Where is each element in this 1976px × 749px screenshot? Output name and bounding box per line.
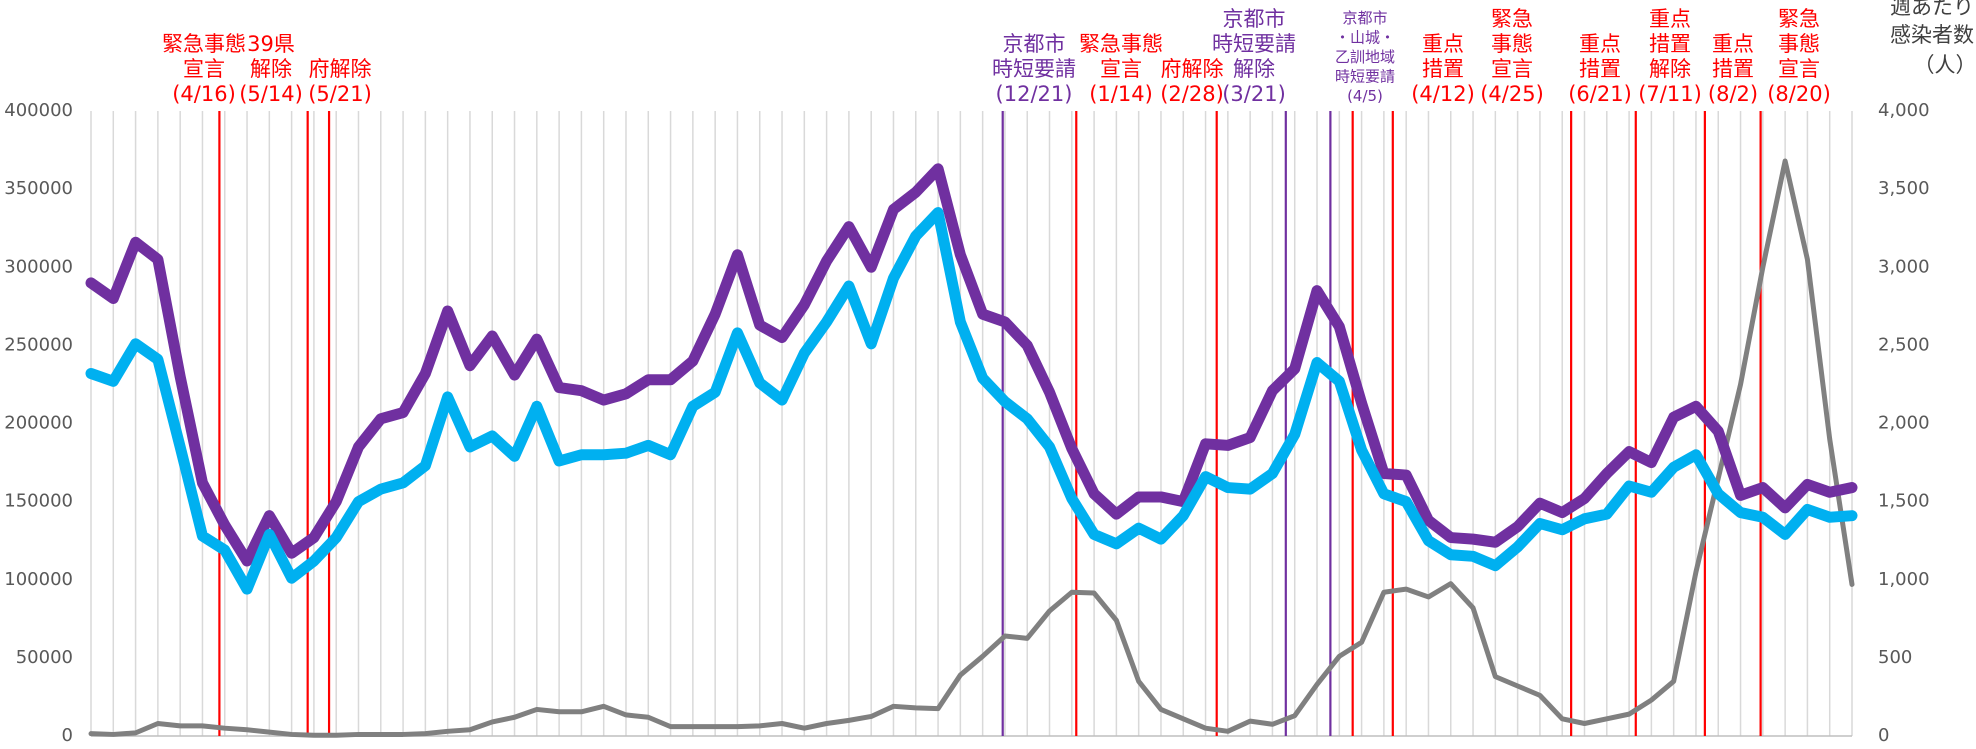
- y2-tick-label: 3,500: [1878, 178, 1930, 199]
- y2-tick-label: 1,000: [1878, 569, 1930, 590]
- event-label: (4/25): [1480, 82, 1544, 106]
- event-label: 解除: [1649, 57, 1691, 81]
- event-label: 解除: [250, 57, 292, 81]
- event-label: 時短要請: [992, 57, 1076, 81]
- event-label: 解除: [1233, 57, 1275, 81]
- event-label: 緊急: [1778, 7, 1820, 31]
- y-tick-label: 350000: [4, 178, 73, 199]
- event-label: 宣言: [1491, 57, 1533, 81]
- event-label: 時短要請: [1335, 68, 1395, 86]
- event-label: (5/14): [239, 82, 303, 106]
- event-label: 措置: [1649, 32, 1691, 56]
- event-label: 宣言: [1778, 57, 1820, 81]
- series-line: [85, 163, 1858, 567]
- event-label: 宣言: [1100, 57, 1142, 81]
- event-label: 宣言: [183, 57, 225, 81]
- event-label: (5/21): [308, 82, 372, 106]
- event-label: 措置: [1422, 57, 1464, 81]
- event-label: (1/14): [1089, 82, 1153, 106]
- event-label: (12/21): [996, 82, 1073, 106]
- y2-tick-label: 3,000: [1878, 256, 1930, 277]
- event-label: 乙訓地域: [1335, 48, 1395, 66]
- event-label: 京都市: [1223, 7, 1286, 31]
- event-label: 措置: [1712, 57, 1754, 81]
- event-label: 京都市: [1003, 32, 1066, 56]
- event-label: 京都市: [1342, 9, 1387, 27]
- y-tick-label: 100000: [4, 569, 73, 590]
- event-label: 39県: [247, 32, 295, 56]
- event-label: 緊急: [1491, 7, 1533, 31]
- y-tick-label: 300000: [4, 256, 73, 277]
- event-label: (4/12): [1411, 82, 1475, 106]
- event-label: 府解除: [1161, 57, 1224, 81]
- event-label: (6/21): [1568, 82, 1632, 106]
- y2-tick-label: 1,500: [1878, 491, 1930, 512]
- y2-tick-label: 2,000: [1878, 413, 1930, 434]
- y2-axis-title: （人）: [1914, 53, 1976, 77]
- y2-axis-title: 感染者数: [1890, 23, 1974, 47]
- event-label: (8/2): [1708, 82, 1758, 106]
- event-label: 事態: [1491, 32, 1533, 56]
- y2-axis-title: 週あたり: [1890, 0, 1974, 19]
- y2-tick-label: 4,000: [1878, 100, 1930, 121]
- event-label: (4/16): [172, 82, 236, 106]
- event-label: ・山城・: [1335, 29, 1395, 47]
- event-label: (3/21): [1222, 82, 1286, 106]
- event-label: 時短要請: [1212, 32, 1296, 56]
- y-tick-label: 250000: [4, 334, 73, 355]
- event-label: 重点: [1579, 32, 1621, 56]
- y-tick-label: 0: [62, 725, 73, 746]
- event-label: 重点: [1649, 7, 1691, 31]
- event-label: (7/11): [1638, 82, 1702, 106]
- series-line: [85, 207, 1858, 595]
- event-label: 措置: [1579, 57, 1621, 81]
- event-label: (4/5): [1347, 87, 1383, 105]
- event-label: 事態: [1778, 32, 1820, 56]
- event-label: 重点: [1712, 32, 1754, 56]
- y-tick-label: 200000: [4, 413, 73, 434]
- y-tick-label: 400000: [4, 100, 73, 121]
- y2-tick-label: 0: [1878, 725, 1889, 746]
- event-label: 重点: [1422, 32, 1464, 56]
- y2-tick-label: 500: [1878, 647, 1912, 668]
- event-label: 府解除: [309, 57, 372, 81]
- event-label: 緊急事態: [1079, 32, 1163, 56]
- series-line: [88, 158, 1855, 738]
- y-tick-label: 150000: [4, 491, 73, 512]
- event-label: (8/20): [1767, 82, 1831, 106]
- y-tick-label: 50000: [16, 647, 73, 668]
- event-label: 緊急事態: [162, 32, 246, 56]
- event-label: (2/28): [1160, 82, 1224, 106]
- y2-tick-label: 2,500: [1878, 334, 1930, 355]
